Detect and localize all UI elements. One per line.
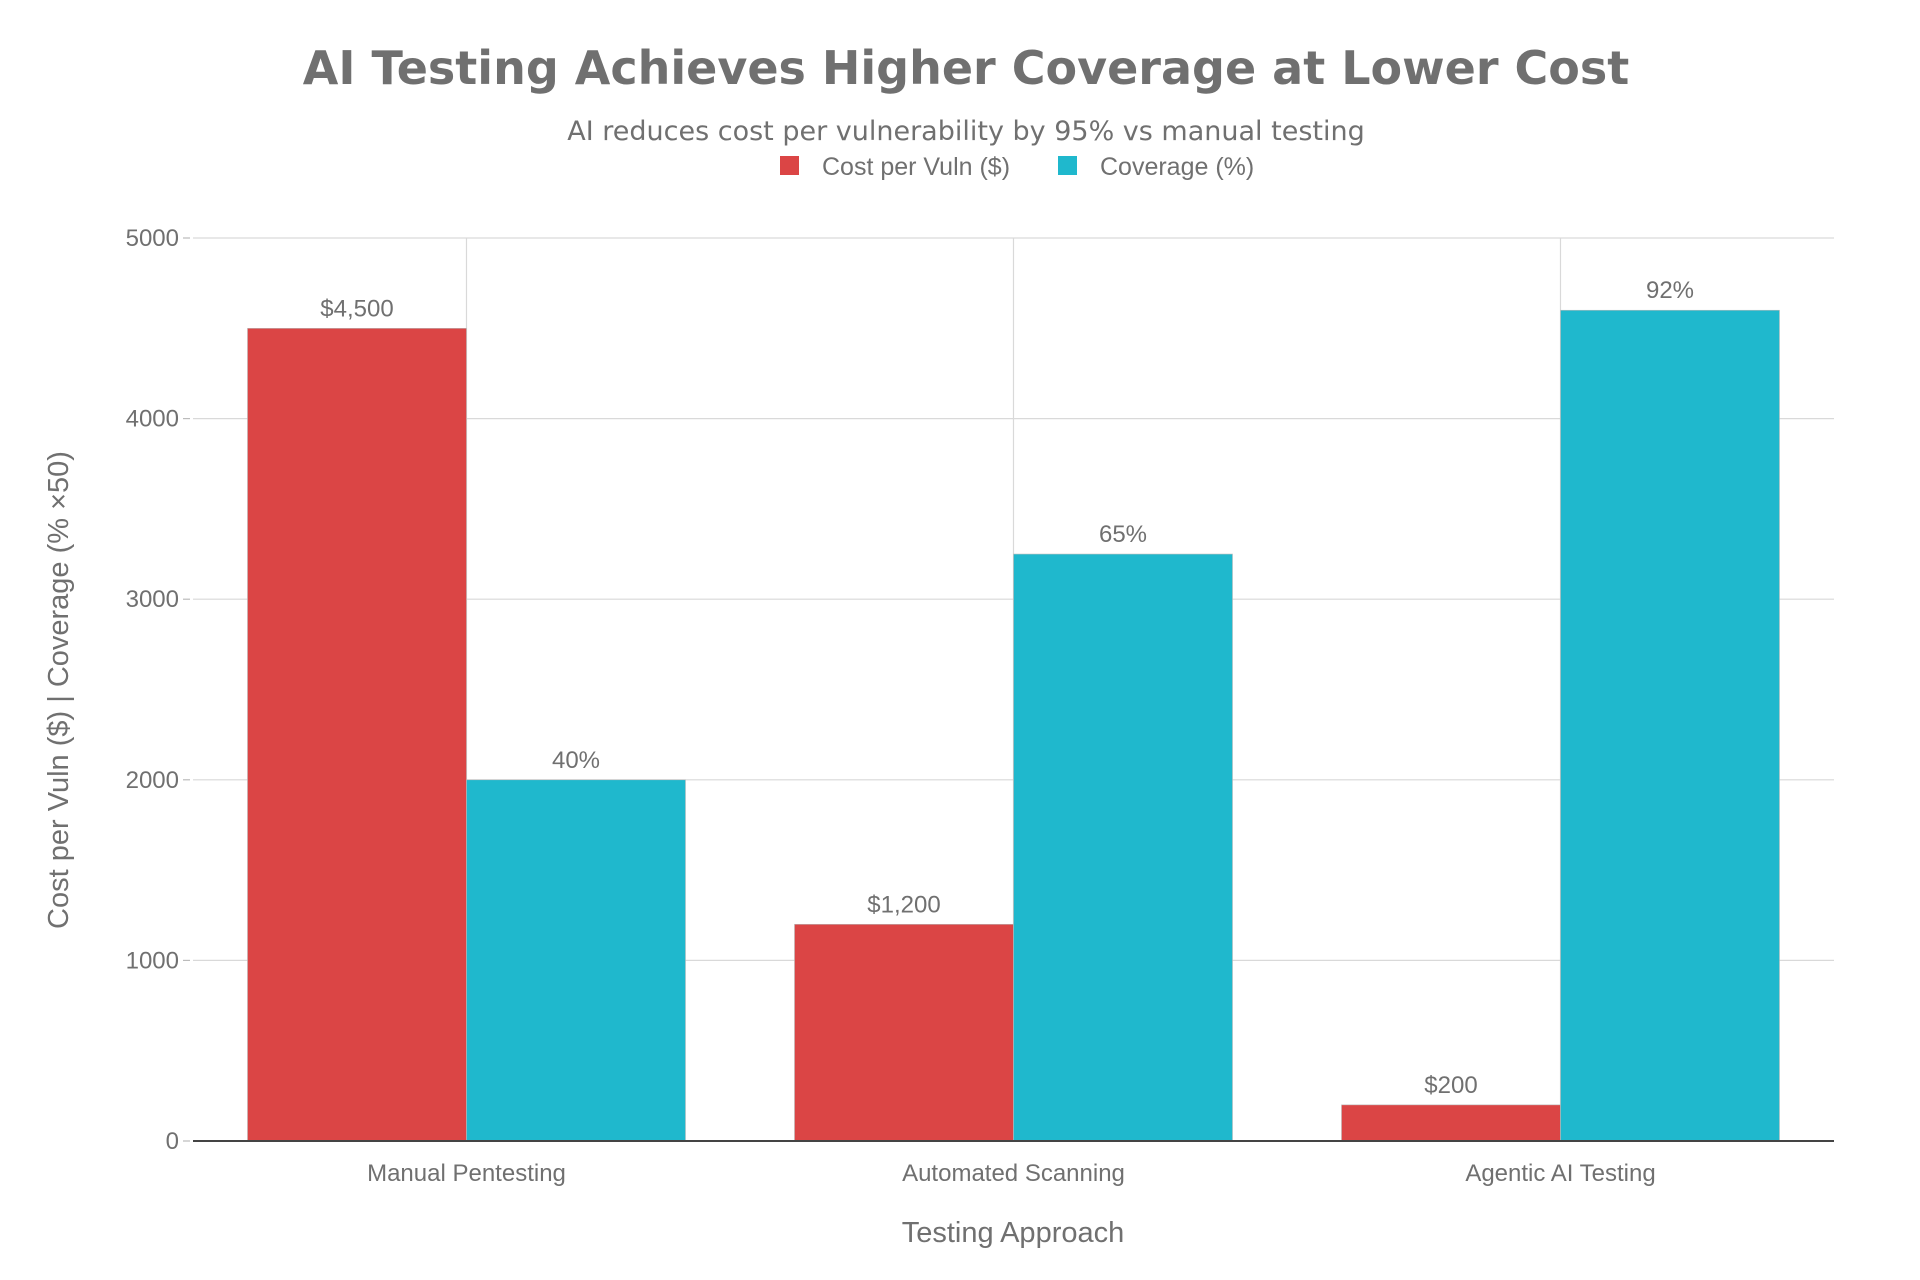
bar-cost [247, 327, 467, 1142]
bar-coverage [466, 779, 686, 1142]
bar-coverage [1013, 553, 1233, 1142]
data-label: 92% [1646, 277, 1694, 304]
data-label: $4,500 [320, 295, 393, 322]
axes: 0 1000 2000 3000 4000 5000 Manual Pentesting Au… [126, 225, 1834, 1187]
data-label: $1,200 [867, 891, 940, 918]
y-tick-label: 1000 [126, 947, 179, 974]
x-tick-label: Agentic AI Testing [1465, 1160, 1655, 1187]
chart-subtitle: AI reduces cost per vulnerability by 95%… [567, 116, 1365, 147]
data-label: 40% [552, 747, 600, 774]
bar-cost [1341, 1104, 1561, 1142]
data-label: 65% [1099, 521, 1147, 548]
bar-coverage [1560, 309, 1780, 1142]
legend-swatch [780, 156, 799, 175]
legend: Cost per Vuln ($) Coverage (%) [780, 153, 1254, 181]
legend-swatch [1058, 156, 1077, 175]
y-axis-title: Cost per Vuln ($) | Coverage (% ×50) [43, 451, 75, 929]
bar-cost [794, 923, 1014, 1142]
data-label: $200 [1424, 1072, 1477, 1099]
y-tick-label: 0 [166, 1128, 179, 1155]
y-tick-label: 3000 [126, 586, 179, 613]
x-tick-label: Manual Pentesting [367, 1160, 566, 1187]
y-tick-label: 5000 [126, 225, 179, 252]
chart-title: AI Testing Achieves Higher Coverage at L… [303, 41, 1630, 95]
bars: $4,500 40% $1,200 65% $200 92% [247, 277, 1780, 1142]
y-tick-label: 4000 [126, 406, 179, 433]
legend-label: Cost per Vuln ($) [822, 153, 1010, 181]
x-tick-label: Automated Scanning [902, 1160, 1125, 1187]
x-axis-title: Testing Approach [902, 1217, 1124, 1249]
legend-label: Coverage (%) [1100, 153, 1254, 181]
y-tick-label: 2000 [126, 767, 179, 794]
